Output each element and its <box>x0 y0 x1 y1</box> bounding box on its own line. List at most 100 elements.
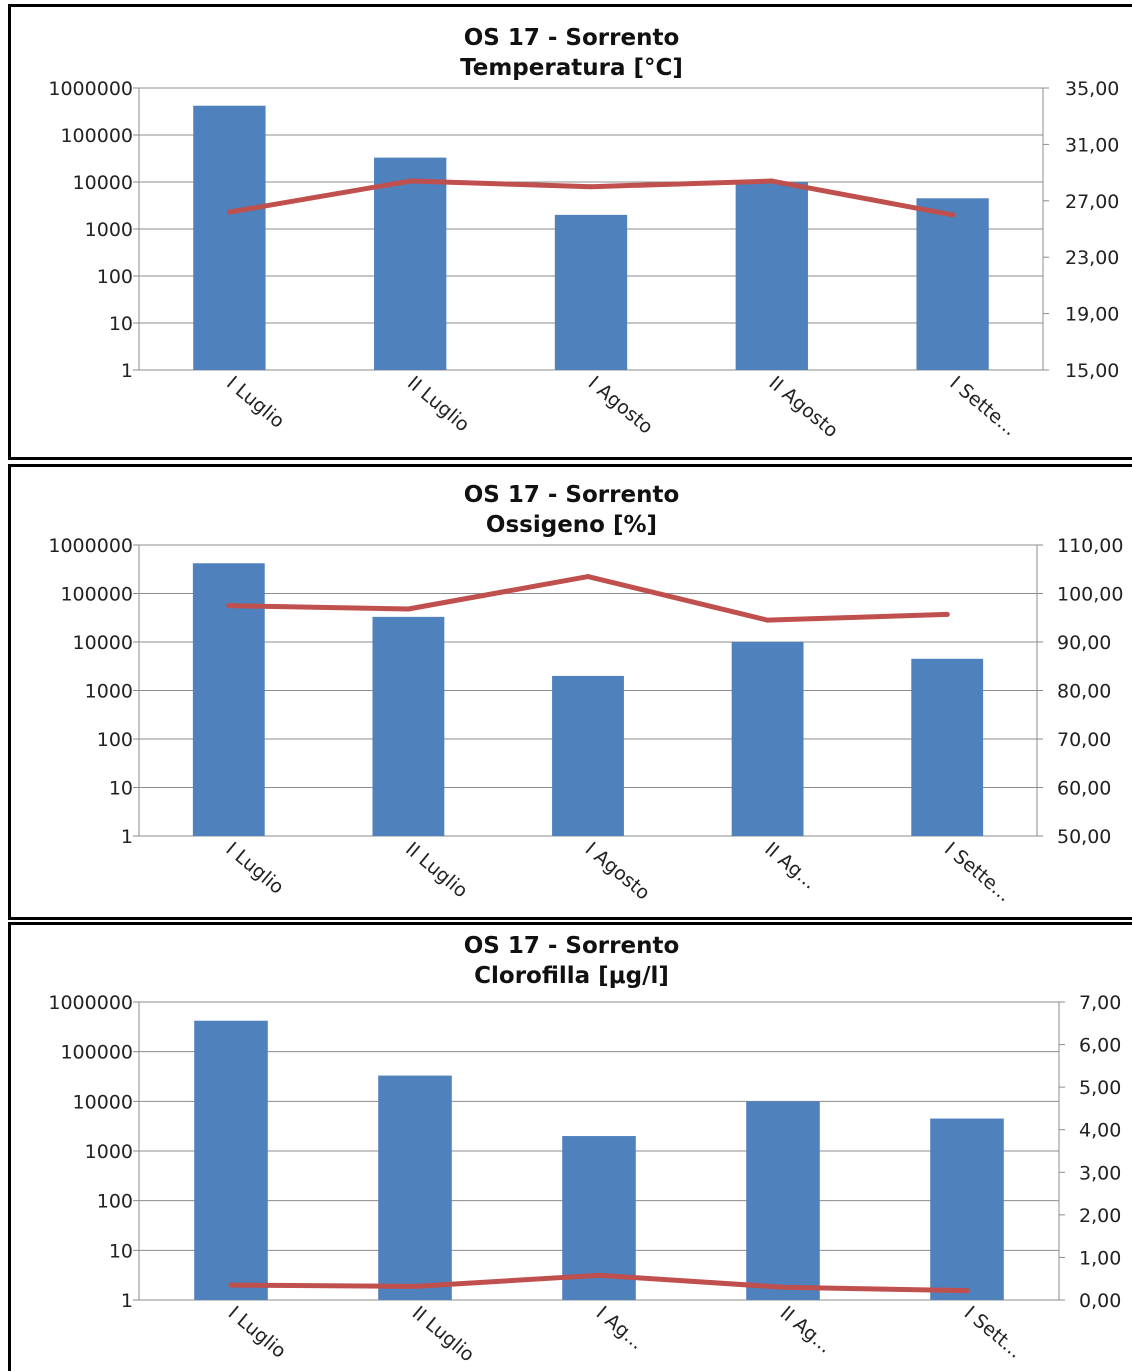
bar <box>916 198 989 370</box>
bar <box>735 182 808 370</box>
y-tick-label: 1000000 <box>48 78 133 100</box>
line-point <box>588 184 594 190</box>
chart-svg-temperatura: 1000000 100000 10000 1000 100 10 1 35,00 31,00 27… <box>48 78 1119 442</box>
y-tick-label: 10 <box>109 313 133 335</box>
category-label: II Agosto <box>765 372 843 442</box>
line-point <box>585 574 591 580</box>
chart-subtitle: Clorofilla [μg/l] <box>474 963 669 989</box>
line-point <box>765 617 771 623</box>
line-point <box>405 606 411 612</box>
line-point <box>769 178 775 184</box>
y-tick-label: 100 <box>97 266 133 288</box>
y2-tick-label: 3,00 <box>1079 1162 1121 1184</box>
bar <box>562 1136 636 1300</box>
line-point <box>944 611 950 617</box>
chart-subtitle: Temperatura [°C] <box>460 55 683 81</box>
y2-tick-label: 19,00 <box>1065 304 1119 326</box>
y2-tick-label: 15,00 <box>1065 360 1119 382</box>
bar <box>552 675 624 836</box>
bar <box>192 563 265 836</box>
y-tick-label: 1 <box>121 826 133 848</box>
bar <box>374 157 447 370</box>
category-label: II Luglio <box>403 372 474 436</box>
line-point <box>780 1284 786 1290</box>
y2-tick-label: 27,00 <box>1065 191 1119 213</box>
y-tick-label: 1000 <box>85 681 133 703</box>
y-tick-label: 1000000 <box>48 535 133 557</box>
category-label: I Sette... <box>940 838 1016 906</box>
y2-tick-label: 23,00 <box>1065 247 1119 269</box>
y2-tick-label: 70,00 <box>1057 729 1111 751</box>
bar <box>378 1075 452 1300</box>
y2-tick-label: 90,00 <box>1057 632 1111 654</box>
category-label: I Sette... <box>945 372 1021 440</box>
bar <box>193 105 266 371</box>
y-tick-label: 10000 <box>73 172 133 194</box>
bar <box>194 1020 268 1300</box>
bar <box>554 214 628 370</box>
bar <box>372 616 445 836</box>
category-label: I Luglio <box>222 838 288 899</box>
y-tick-label: 100000 <box>60 1042 133 1064</box>
y-tick-label: 10000 <box>73 632 133 654</box>
y-tick-label: 100 <box>97 1191 133 1213</box>
bar <box>731 642 804 836</box>
y2-tick-label: 80,00 <box>1057 681 1111 703</box>
y-tick-label: 1000 <box>85 1141 133 1163</box>
category-label: II Luglio <box>401 838 472 902</box>
y2-tick-label: 0,00 <box>1079 1290 1121 1312</box>
category-label: II Luglio <box>408 1302 479 1366</box>
line-point <box>964 1288 970 1294</box>
chart-title: OS 17 - Sorrento <box>463 25 680 51</box>
line-point <box>596 1272 602 1278</box>
y-tick-label: 1000000 <box>48 992 133 1014</box>
y-tick-label: 1000 <box>85 219 133 241</box>
line-point <box>228 1282 234 1288</box>
bar <box>930 1118 1004 1300</box>
y-tick-label: 100 <box>97 729 133 751</box>
category-label: I Ag... <box>592 1302 648 1354</box>
y-tick-label: 10000 <box>73 1091 133 1113</box>
chart-subtitle: Ossigeno [%] <box>485 512 658 538</box>
y2-tick-label: 7,00 <box>1079 992 1121 1014</box>
y2-tick-label: 100,00 <box>1057 584 1123 606</box>
category-label: I Luglio <box>224 1302 290 1363</box>
y-tick-label: 1 <box>121 360 133 382</box>
bar <box>746 1101 820 1300</box>
y2-tick-label: 50,00 <box>1057 826 1111 848</box>
category-label: I Agosto <box>584 372 657 439</box>
chart-title: OS 17 - Sorrento <box>463 933 680 959</box>
line-point <box>407 178 413 184</box>
y2-tick-label: 1,00 <box>1079 1247 1121 1269</box>
category-label: I Luglio <box>222 372 288 433</box>
line-point <box>226 209 232 215</box>
y2-tick-label: 4,00 <box>1079 1120 1121 1142</box>
y2-tick-label: 31,00 <box>1065 134 1119 156</box>
bar <box>911 658 984 836</box>
y2-tick-label: 2,00 <box>1079 1205 1121 1227</box>
chart-svg-clorofilla: 1000000 100000 10000 1000 100 10 1 7,00 6,00 5,00… <box>48 992 1121 1366</box>
y-tick-label: 10 <box>109 1240 133 1262</box>
chart-panel-ossigeno: OS 17 - Sorrento Ossigeno [%] 1000000 100… <box>8 464 1132 920</box>
category-label: II Ag... <box>760 838 820 894</box>
line-point <box>950 212 956 218</box>
line-point <box>226 603 232 609</box>
y2-tick-label: 60,00 <box>1057 778 1111 800</box>
chart-title: OS 17 - Sorrento <box>463 482 680 508</box>
category-label: I Sett... <box>960 1302 1027 1363</box>
chart-svg-ossigeno: 1000000 100000 10000 1000 100 10 1 110,00 100,00… <box>48 535 1123 906</box>
y2-tick-label: 5,00 <box>1079 1077 1121 1099</box>
y-tick-label: 10 <box>109 778 133 800</box>
y2-tick-label: 35,00 <box>1065 78 1119 100</box>
y-tick-label: 100000 <box>60 125 133 147</box>
y-tick-label: 1 <box>121 1290 133 1312</box>
y2-tick-label: 6,00 <box>1079 1035 1121 1057</box>
y2-tick-label: 110,00 <box>1057 535 1123 557</box>
category-label: II Ag... <box>776 1302 836 1358</box>
category-label: I Agosto <box>581 838 654 905</box>
line-point <box>412 1283 418 1289</box>
series-line <box>226 574 950 623</box>
chart-panel-clorofilla: OS 17 - Sorrento Clorofilla [μg/l] 10000… <box>8 922 1132 1371</box>
y-tick-label: 100000 <box>60 584 133 606</box>
chart-panel-temperatura: OS 17 - Sorrento Temperatura [°C] 100000… <box>8 4 1132 460</box>
